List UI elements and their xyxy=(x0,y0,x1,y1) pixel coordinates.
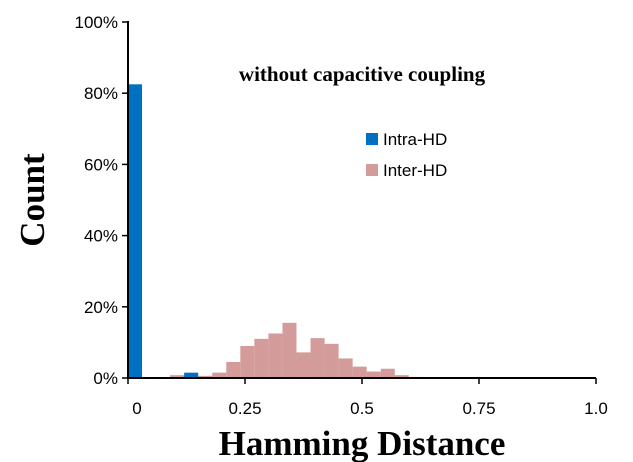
y-tick-label: 0% xyxy=(93,369,118,388)
bar-intra-hd xyxy=(184,372,199,378)
bar-inter-hd xyxy=(226,361,241,378)
bar-inter-hd xyxy=(296,352,311,378)
x-tick-label: 0.25 xyxy=(228,399,261,418)
y-tick-label: 20% xyxy=(84,298,118,317)
x-tick-label: 1.0 xyxy=(584,399,608,418)
bar-inter-hd xyxy=(268,333,283,378)
x-tick-label: 0 xyxy=(132,399,141,418)
bar-inter-hd xyxy=(212,372,227,378)
bar-inter-hd xyxy=(254,338,269,378)
bar-inter-hd xyxy=(380,368,395,378)
y-tick-label: 100% xyxy=(75,13,118,32)
bar-inter-hd xyxy=(170,375,185,378)
ticks-group: 0% 20% 40% 60% 80% 100% 0 0.25 0.5 0.75 1.0 xyxy=(75,13,608,418)
x-tick-label: 0.75 xyxy=(462,399,495,418)
bar-inter-hd xyxy=(394,375,409,378)
y-axis-label: Count xyxy=(13,153,52,247)
bars-group xyxy=(128,84,423,379)
x-axis-label: Hamming Distance xyxy=(219,424,506,462)
bar-inter-hd xyxy=(338,358,353,378)
legend-swatch-inter-hd xyxy=(366,164,378,176)
x-tick-label: 0.5 xyxy=(350,399,374,418)
legend-label-inter-hd: Inter-HD xyxy=(383,161,447,180)
bar-inter-hd xyxy=(282,322,297,378)
bar-inter-hd xyxy=(198,375,213,378)
bar-inter-hd xyxy=(366,371,381,378)
bar-inter-hd xyxy=(352,366,367,378)
legend-label-intra-hd: Intra-HD xyxy=(383,130,447,149)
y-tick-label: 60% xyxy=(84,155,118,174)
bar-inter-hd xyxy=(240,345,255,378)
y-tick-label: 40% xyxy=(84,227,118,246)
bar-intra-hd xyxy=(128,84,143,379)
legend: Intra-HD Inter-HD xyxy=(366,130,447,180)
legend-swatch-intra-hd xyxy=(366,133,378,145)
y-tick-label: 80% xyxy=(84,84,118,103)
bar-inter-hd xyxy=(310,338,325,378)
bar-inter-hd xyxy=(324,343,339,378)
chart-title: without capacitive coupling xyxy=(239,62,486,86)
